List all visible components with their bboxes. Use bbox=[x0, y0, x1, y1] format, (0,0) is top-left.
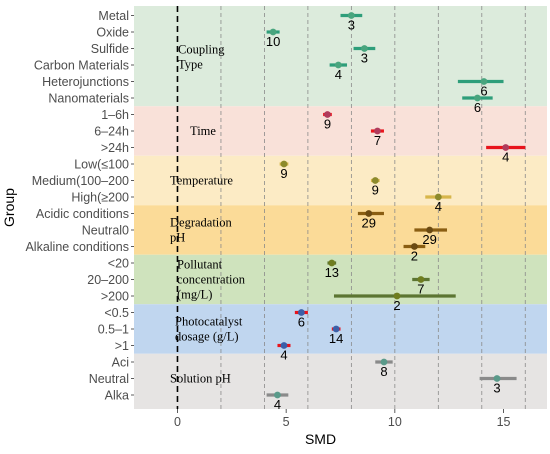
sample-count-label: 4 bbox=[280, 348, 287, 363]
y-tick-label: Neutral bbox=[89, 372, 129, 386]
x-tick-label: 10 bbox=[388, 415, 402, 429]
sample-count-label: 4 bbox=[274, 397, 281, 412]
group-band bbox=[134, 106, 547, 156]
estimate-point bbox=[324, 111, 331, 118]
y-tick-label: >1 bbox=[115, 339, 129, 353]
sample-count-label: 2 bbox=[393, 298, 400, 313]
sample-count-label: 3 bbox=[348, 18, 355, 33]
estimate-point bbox=[502, 144, 510, 151]
group-title: Time bbox=[190, 124, 216, 138]
estimate-point bbox=[274, 391, 281, 399]
sample-count-label: 14 bbox=[329, 331, 343, 346]
estimate-point bbox=[393, 292, 401, 300]
y-tick-label: Heterojunctions bbox=[42, 75, 129, 89]
estimate-point bbox=[332, 325, 340, 333]
sample-count-label: 7 bbox=[417, 282, 424, 297]
sample-count-label: 3 bbox=[361, 51, 368, 66]
estimate-point bbox=[297, 309, 305, 316]
sample-count-label: 10 bbox=[266, 34, 280, 49]
sample-count-label: 13 bbox=[325, 265, 339, 280]
group-title: Temperature bbox=[170, 174, 233, 188]
sample-count-label: 4 bbox=[335, 67, 342, 82]
y-tick-label: Acidic conditions bbox=[36, 207, 129, 221]
y-tick-label: 6–24h bbox=[94, 125, 129, 139]
y-tick-label: Low(≤100 bbox=[74, 158, 129, 172]
estimate-point bbox=[347, 12, 355, 19]
group-band bbox=[134, 353, 547, 409]
y-tick-label: Aci bbox=[112, 356, 129, 370]
y-tick-label: 1–6h bbox=[101, 108, 129, 122]
y-tick-label: Neutral0 bbox=[82, 224, 129, 238]
estimate-point bbox=[280, 342, 288, 349]
sample-count-label: 29 bbox=[362, 216, 376, 231]
estimate-point bbox=[334, 61, 342, 69]
estimate-point bbox=[434, 193, 442, 201]
sample-count-label: 4 bbox=[435, 199, 442, 214]
y-tick-label: Alka bbox=[105, 389, 129, 403]
group-band bbox=[134, 205, 547, 255]
x-tick-label: 15 bbox=[497, 415, 511, 429]
estimate-point bbox=[380, 358, 388, 366]
estimate-point bbox=[269, 28, 277, 36]
estimate-point bbox=[280, 160, 288, 168]
group-title: Coupling Type bbox=[178, 42, 225, 71]
sample-count-label: 6 bbox=[480, 84, 487, 99]
y-tick-label: Sulfide bbox=[91, 42, 129, 56]
y-tick-label: >24h bbox=[101, 141, 129, 155]
estimate-point bbox=[374, 127, 381, 135]
sample-count-label: 6 bbox=[298, 315, 305, 330]
y-tick-label: Nanomaterials bbox=[48, 92, 129, 106]
y-tick-label: 20–200 bbox=[87, 273, 129, 287]
y-tick-label: <20 bbox=[108, 257, 129, 271]
estimate-point bbox=[474, 94, 481, 102]
y-tick-label: 0.5–1 bbox=[98, 323, 129, 337]
y-tick-label: Metal bbox=[98, 9, 129, 23]
estimate-point bbox=[371, 177, 379, 184]
x-tick-label: 0 bbox=[174, 415, 181, 429]
sample-count-label: 8 bbox=[380, 364, 387, 379]
y-tick-label: >200 bbox=[101, 290, 129, 304]
group-title: Pollutant concentration (mg/L) bbox=[177, 258, 246, 302]
y-tick-label: Medium(100–200 bbox=[32, 174, 129, 188]
group-band bbox=[134, 155, 547, 206]
sample-count-label: 9 bbox=[280, 166, 287, 181]
estimate-point bbox=[417, 276, 425, 283]
estimate-point bbox=[426, 226, 434, 234]
estimate-point bbox=[493, 375, 501, 382]
sample-count-label: 6 bbox=[474, 100, 481, 115]
x-axis-title: SMD bbox=[305, 431, 336, 447]
estimate-point bbox=[365, 210, 373, 217]
estimate-point bbox=[328, 259, 336, 267]
sample-count-label: 7 bbox=[374, 133, 381, 148]
y-tick-label: High(≥200 bbox=[71, 191, 129, 205]
sample-count-label: 9 bbox=[372, 183, 379, 198]
estimate-point bbox=[480, 78, 488, 85]
group-title: Degradation pH bbox=[170, 216, 233, 245]
estimate-point bbox=[411, 243, 418, 250]
sample-count-label: 2 bbox=[411, 249, 418, 264]
y-tick-label: Carbon Materials bbox=[34, 59, 129, 73]
y-tick-label: Alkaline conditions bbox=[25, 240, 129, 254]
group-title: Solution pH bbox=[170, 372, 231, 386]
sample-count-label: 3 bbox=[493, 381, 500, 396]
sample-count-label: 9 bbox=[324, 117, 331, 132]
sample-count-label: 29 bbox=[422, 232, 436, 247]
x-tick-label: 5 bbox=[283, 415, 290, 429]
y-axis-title: Group bbox=[1, 188, 17, 227]
y-tick-label: <0.5 bbox=[104, 306, 129, 320]
y-tick-label: Oxide bbox=[96, 26, 129, 40]
group-band bbox=[134, 6, 547, 107]
estimate-point bbox=[361, 45, 368, 52]
group-title: Photocatalyst dosage (g/L) bbox=[175, 315, 243, 344]
sample-count-label: 4 bbox=[502, 150, 509, 165]
